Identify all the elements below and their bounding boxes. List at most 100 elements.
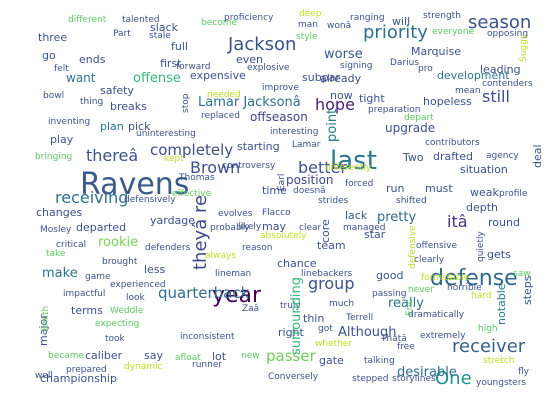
word-cloud-term: will: [392, 15, 411, 28]
word-cloud-term: desirable: [397, 365, 457, 380]
word-cloud-term: position: [286, 173, 334, 187]
word-cloud-term: point: [325, 108, 340, 142]
word-cloud-term: impactful: [63, 289, 106, 299]
word-cloud-term: horrible: [447, 283, 482, 293]
word-cloud-term: time: [262, 184, 287, 197]
word-cloud-term: Eric: [405, 299, 415, 316]
word-cloud-term: forced: [345, 179, 374, 189]
word-cloud-term: priority: [363, 22, 428, 43]
word-cloud-term: steps: [521, 275, 534, 305]
word-cloud-term: improve: [262, 83, 299, 93]
word-cloud-term: strides: [318, 196, 349, 206]
word-cloud-term: surrounding: [289, 277, 304, 355]
word-cloud-term: defenders: [145, 243, 191, 253]
word-cloud-term: pick: [128, 120, 151, 133]
word-cloud-term: ends: [79, 53, 106, 66]
word-cloud-term: Flacco: [262, 208, 291, 218]
word-cloud-term: less: [144, 263, 166, 276]
word-cloud-term: play: [50, 133, 74, 146]
word-cloud-term: Thatâ: [381, 334, 407, 344]
word-cloud-term: shifted: [396, 196, 427, 206]
word-cloud-term: Darius: [390, 58, 420, 68]
word-cloud-term: Brown: [190, 158, 241, 177]
word-cloud-term: always: [205, 251, 236, 261]
word-cloud-term: absolutely: [260, 231, 307, 241]
word-cloud-term: profile: [499, 189, 528, 199]
word-cloud-term: gate: [319, 354, 344, 367]
word-cloud-term: depart: [404, 113, 434, 123]
word-cloud-term: already: [320, 72, 362, 85]
word-cloud-term: terms: [71, 304, 103, 317]
word-cloud-term: game: [85, 272, 111, 282]
word-cloud-term: want: [66, 71, 96, 85]
word-cloud-term: style: [296, 32, 318, 42]
word-cloud-term: clear: [299, 223, 322, 233]
word-cloud-term: right: [278, 326, 304, 339]
word-cloud-term: championship: [40, 372, 117, 385]
word-cloud-term: contributors: [425, 138, 480, 148]
word-cloud-term: caliber: [85, 349, 123, 362]
word-cloud-term: deal: [531, 144, 544, 168]
word-cloud-term: defensive: [408, 225, 418, 269]
word-cloud-term: truly: [280, 301, 301, 311]
word-cloud-term: chance: [277, 257, 317, 270]
word-cloud-term: thereâ: [86, 146, 139, 165]
word-cloud-term: explosive: [247, 63, 290, 73]
word-cloud-term: kept: [164, 154, 184, 164]
word-cloud-term: controversy: [222, 161, 276, 171]
word-cloud-term: departed: [76, 221, 127, 234]
word-cloud-term: full: [171, 40, 188, 53]
word-cloud-term: man: [298, 20, 318, 30]
word-cloud-term: core: [319, 219, 332, 243]
word-cloud-term: never: [408, 285, 434, 295]
word-cloud-term: stop: [181, 93, 191, 113]
word-cloud-term: inventing: [48, 117, 91, 127]
word-cloud-term: quarterback: [158, 284, 250, 302]
word-cloud-term: interesting: [270, 127, 319, 137]
word-cloud-term: got: [318, 324, 333, 334]
word-cloud-term: slack: [150, 21, 178, 34]
word-cloud-term: mean: [455, 86, 481, 96]
word-cloud-term: hope: [315, 95, 355, 114]
word-cloud-term: prepared: [66, 365, 107, 375]
word-cloud-term: make: [42, 266, 78, 281]
word-cloud-term: offseason: [250, 110, 308, 124]
word-cloud-term: much: [329, 299, 355, 309]
word-cloud-term: Although: [338, 325, 397, 340]
word-cloud-term: Ravens: [80, 167, 190, 202]
word-cloud-term: stepped: [352, 374, 389, 384]
word-cloud-term: fly: [518, 367, 529, 377]
word-cloud-term: team: [317, 239, 346, 252]
word-cloud-term: forward: [176, 62, 211, 72]
word-cloud-term: critical: [56, 240, 87, 250]
word-cloud-term: offense: [133, 71, 181, 86]
word-cloud-term: Marquise: [411, 45, 462, 58]
word-cloud-term: notable: [495, 283, 508, 325]
word-cloud-term: gets: [487, 248, 511, 261]
word-cloud-term: expensive: [190, 69, 246, 82]
word-cloud-term: expecting: [95, 319, 140, 329]
word-cloud-term: dramatically: [408, 310, 465, 320]
word-cloud-term: drafted: [433, 150, 473, 163]
word-cloud-term: bringing: [35, 152, 73, 162]
word-cloud-term: preparation: [368, 105, 421, 115]
word-cloud-term: pretty: [377, 210, 417, 225]
word-cloud-term: deep: [299, 9, 322, 19]
word-cloud-term: new: [241, 351, 260, 361]
word-cloud-term: proficiency: [224, 13, 274, 23]
word-cloud-term: Jackson: [228, 34, 297, 55]
word-cloud-term: talented: [122, 15, 160, 25]
word-cloud-term: rookie: [98, 235, 139, 250]
word-cloud-term: afloat: [175, 353, 201, 363]
word-cloud-term: storylines: [392, 374, 436, 384]
word-cloud-term: subpar: [302, 71, 340, 84]
word-cloud-term: felt: [54, 64, 69, 74]
word-cloud-term: well: [35, 371, 53, 381]
word-cloud-term: defensively: [124, 195, 176, 205]
word-cloud-term: itâ: [447, 212, 468, 231]
word-cloud-term: managed: [343, 223, 386, 233]
word-cloud-term: youngsters: [476, 378, 527, 388]
word-cloud-term: better: [298, 158, 347, 177]
word-cloud-term: lineman: [215, 269, 252, 279]
